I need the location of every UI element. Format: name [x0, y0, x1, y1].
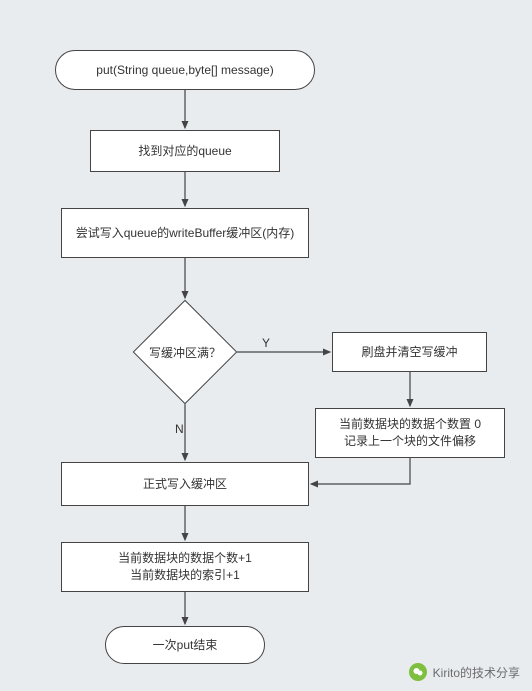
node-start-label: put(String queue,byte[] message): [96, 62, 273, 79]
node-end: 一次put结束: [105, 626, 265, 664]
node-reset-block-label: 当前数据块的数据个数置 0 记录上一个块的文件偏移: [339, 416, 481, 450]
node-write-buffer: 正式写入缓冲区: [61, 462, 309, 506]
flowchart-canvas: put(String queue,byte[] message) 找到对应的qu…: [0, 0, 532, 691]
wechat-icon: [409, 663, 427, 681]
node-inc-counts: 当前数据块的数据个数+1 当前数据块的索引+1: [61, 542, 309, 592]
node-decision-label: 写缓冲区满？: [149, 344, 221, 361]
node-write-buffer-label: 正式写入缓冲区: [143, 476, 227, 493]
node-decision: 写缓冲区满？: [133, 300, 237, 404]
node-flush-label: 刷盘并清空写缓冲: [361, 344, 457, 361]
node-flush: 刷盘并清空写缓冲: [332, 332, 487, 372]
watermark: Kirito的技术分享: [409, 663, 520, 681]
node-start: put(String queue,byte[] message): [55, 50, 315, 90]
node-try-write-label: 尝试写入queue的writeBuffer缓冲区(内存): [76, 225, 295, 242]
node-reset-block: 当前数据块的数据个数置 0 记录上一个块的文件偏移: [315, 408, 505, 458]
node-end-label: 一次put结束: [153, 637, 218, 654]
node-find-queue-label: 找到对应的queue: [138, 143, 231, 160]
node-find-queue: 找到对应的queue: [90, 130, 280, 172]
edge-label-yes: Y: [262, 336, 270, 350]
node-try-write: 尝试写入queue的writeBuffer缓冲区(内存): [61, 208, 309, 258]
watermark-text: Kirito的技术分享: [433, 664, 520, 681]
node-inc-counts-label: 当前数据块的数据个数+1 当前数据块的索引+1: [118, 550, 252, 584]
edge-label-no: N: [175, 422, 184, 436]
